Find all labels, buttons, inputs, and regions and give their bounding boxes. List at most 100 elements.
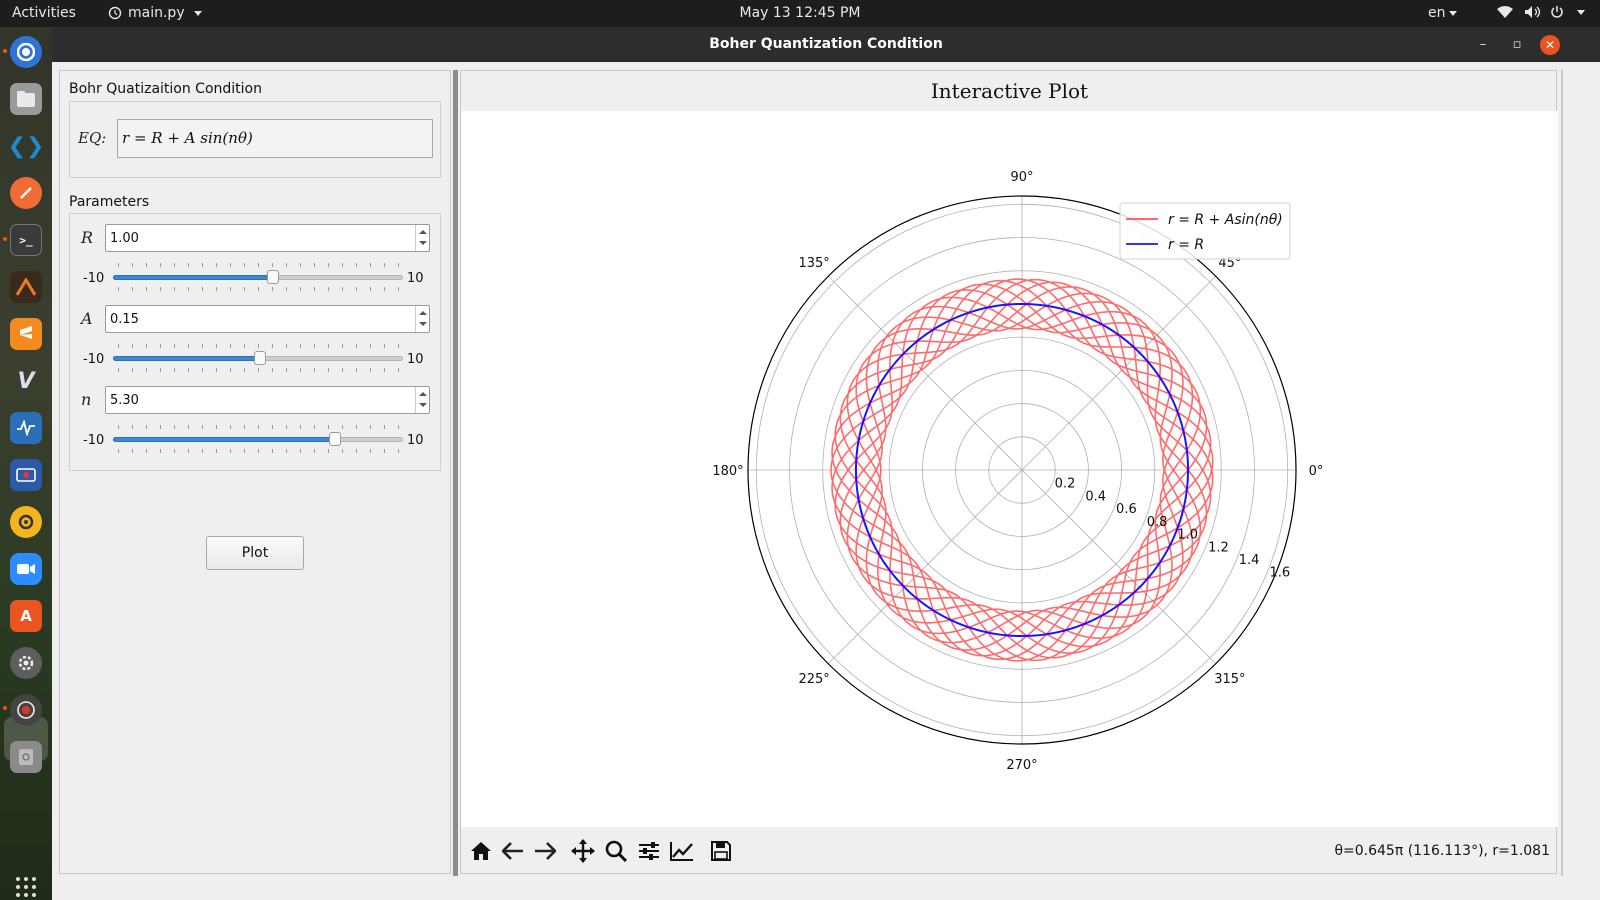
app-menu-label: main.py (128, 5, 185, 21)
postman-icon[interactable] (10, 177, 42, 209)
slider-tick (216, 449, 217, 453)
sublime-text-icon[interactable] (10, 318, 42, 350)
param-a-slider-handle[interactable] (254, 351, 267, 365)
slider-tick (328, 344, 329, 348)
slider-tick (160, 425, 161, 429)
slider-tick (370, 449, 371, 453)
plot-panel: Interactive Plot 0° 45° 90° 135° 180° 225° 270… (460, 70, 1558, 874)
activities-button[interactable]: Activities (12, 5, 76, 21)
spin-arrows[interactable] (415, 306, 429, 332)
slider-tick (244, 263, 245, 267)
slider-tick (160, 344, 161, 348)
polar-chart[interactable]: 0° 45° 90° 135° 180° 225° 270° 315° 0.2 0.4 0.6 0.8… (461, 111, 1558, 827)
slider-tick (160, 287, 161, 291)
param-n-spinbox[interactable]: 5.30 (105, 386, 430, 414)
minimize-button[interactable]: – (1479, 37, 1487, 52)
close-button[interactable]: ✕ (1540, 35, 1560, 55)
slider-tick (300, 425, 301, 429)
wifi-icon (1497, 6, 1513, 18)
video-recorder-icon[interactable] (10, 459, 42, 491)
zoom-icon[interactable] (602, 837, 630, 865)
spin-down-icon[interactable] (419, 403, 427, 407)
software-center-icon[interactable]: A (10, 600, 42, 632)
maximize-button[interactable]: ▫ (1512, 37, 1522, 52)
param-n-slider-handle[interactable] (328, 432, 341, 446)
spin-down-icon[interactable] (419, 322, 427, 326)
files-icon[interactable] (10, 83, 42, 115)
slider-tick (118, 449, 119, 453)
language-selector[interactable]: en (1428, 5, 1457, 21)
terminal-icon[interactable]: >_ (10, 224, 42, 256)
spin-up-icon[interactable] (419, 230, 427, 234)
configure-subplots-icon[interactable] (635, 837, 663, 865)
slider-tick (314, 287, 315, 291)
disk-utility-icon[interactable] (10, 694, 42, 726)
system-status-menu[interactable] (1496, 5, 1585, 19)
app-menu[interactable]: main.py (108, 5, 202, 21)
param-n-label: n (81, 390, 92, 409)
param-r-slider-handle[interactable] (266, 270, 279, 284)
chromium-icon[interactable] (10, 36, 42, 68)
rhythmbox-icon[interactable] (10, 506, 42, 538)
slider-tick (202, 449, 203, 453)
slider-tick (286, 449, 287, 453)
theta-tick-label: 270° (1006, 758, 1037, 773)
chart-labels: 0° 45° 90° 135° 180° 225° 270° 315° 0.2 0.4 0.6 0.8… (712, 170, 1323, 773)
slider-tick (384, 287, 385, 291)
plot-toolbar: θ=0.645π (116.113°), r=1.081 (461, 831, 1558, 871)
spin-up-icon[interactable] (419, 392, 427, 396)
matlab-icon[interactable] (10, 271, 42, 303)
spin-arrows[interactable] (415, 225, 429, 251)
slider-ticks (118, 368, 399, 372)
plot-button[interactable]: Plot (206, 536, 304, 570)
slider-tick (216, 263, 217, 267)
param-a-spinbox[interactable]: 0.15 (105, 305, 430, 333)
app-window: Boher Quantization Condition – ▫ ✕ Bohr … (52, 27, 1600, 900)
clock[interactable]: May 13 12:45 PM (739, 5, 861, 21)
param-a-slider-fill (113, 356, 261, 361)
forward-arrow-icon[interactable] (531, 837, 559, 865)
slider-tick (132, 263, 133, 267)
slider-tick (188, 425, 189, 429)
volume-icon (1525, 6, 1540, 18)
slider-tick (188, 263, 189, 267)
save-icon[interactable] (707, 837, 735, 865)
r-tick-label: 1.4 (1239, 553, 1260, 568)
panel-splitter[interactable] (453, 70, 458, 876)
slider-tick (286, 425, 287, 429)
slider-tick (174, 449, 175, 453)
spin-up-icon[interactable] (419, 311, 427, 315)
slider-tick (328, 449, 329, 453)
vscode-icon[interactable]: ❮❯ (7, 133, 45, 159)
zoom-icon[interactable] (10, 553, 42, 585)
theta-tick-label: 45° (1218, 256, 1241, 271)
param-a-slider-min: -10 (83, 352, 105, 367)
slider-tick (258, 344, 259, 348)
spin-down-icon[interactable] (419, 241, 427, 245)
slider-tick (370, 263, 371, 267)
spin-arrows[interactable] (415, 387, 429, 413)
edit-axes-icon[interactable] (668, 837, 696, 865)
slider-tick (216, 368, 217, 372)
param-a-slider-max: 10 (407, 352, 424, 367)
back-arrow-icon[interactable] (499, 837, 527, 865)
window-titlebar[interactable]: Boher Quantization Condition – ▫ ✕ (52, 27, 1600, 62)
slider-ticks (118, 449, 399, 453)
system-monitor-icon[interactable] (10, 412, 42, 444)
show-applications-icon[interactable] (16, 877, 36, 897)
removable-drive-icon[interactable] (10, 741, 42, 773)
equation-field[interactable]: r = R + A sin(nθ) (117, 119, 433, 158)
app-menu-icon (108, 6, 122, 20)
slider-tick (342, 344, 343, 348)
pan-icon[interactable] (569, 837, 597, 865)
vim-icon[interactable]: V (17, 368, 35, 394)
plot-canvas[interactable]: 0° 45° 90° 135° 180° 225° 270° 315° 0.2 0.4 0.6 0.8… (461, 111, 1558, 827)
home-icon[interactable] (467, 837, 495, 865)
settings-icon[interactable] (10, 647, 42, 679)
r-tick-label: 0.6 (1116, 502, 1137, 517)
param-r-spinbox[interactable]: 1.00 (105, 224, 430, 252)
slider-tick (174, 368, 175, 372)
theta-grid-line (1021, 275, 1217, 471)
slider-tick (342, 425, 343, 429)
theta-tick-label: 225° (798, 672, 829, 687)
